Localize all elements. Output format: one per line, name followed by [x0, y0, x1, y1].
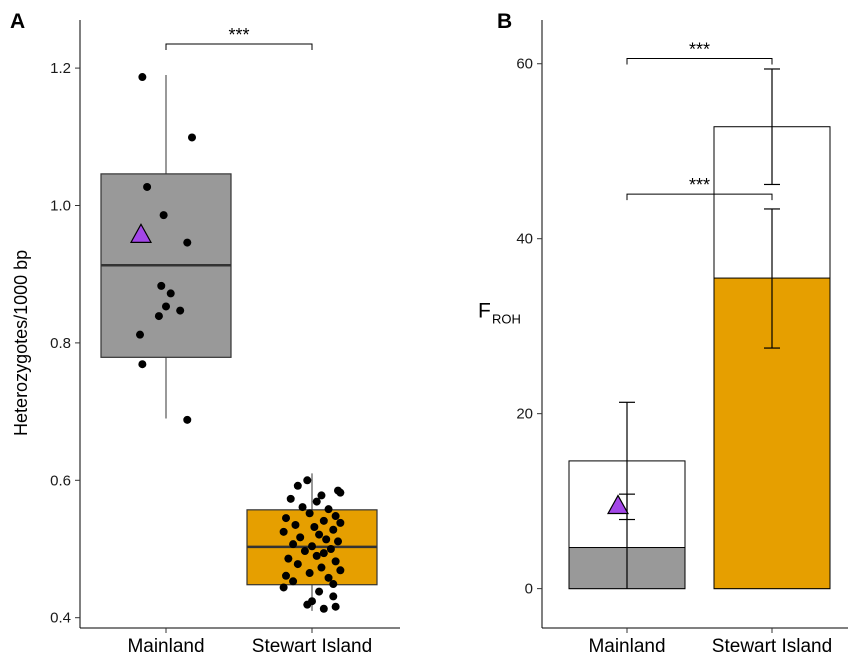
data-point [336, 518, 345, 527]
significance-bracket [165, 43, 313, 51]
data-point [183, 238, 192, 247]
x-tick-label: Stewart Island [252, 636, 372, 657]
data-point [286, 494, 295, 503]
significance-bracket [626, 57, 773, 65]
data-point [279, 583, 288, 592]
y-tick-label: 0.8 [50, 335, 71, 352]
data-point [329, 592, 338, 601]
data-point [324, 505, 333, 514]
panel-a-label: A [10, 10, 25, 33]
data-point [154, 312, 163, 321]
data-point [336, 566, 345, 575]
data-point [303, 476, 312, 485]
data-point [289, 577, 298, 586]
data-point [298, 503, 307, 512]
data-point [331, 602, 340, 611]
data-point [159, 211, 168, 220]
data-point [315, 530, 324, 539]
data-point [289, 540, 298, 549]
x-tick-label: Mainland [127, 636, 204, 657]
data-point [308, 542, 316, 551]
significance-label: *** [228, 25, 249, 45]
mean-triangle-marker [606, 494, 630, 515]
y-tick-label: 1.2 [50, 60, 71, 77]
y-tick-label: 0.4 [50, 610, 71, 627]
data-point [336, 488, 345, 497]
x-tick-label: Mainland [588, 636, 665, 657]
data-point [188, 133, 196, 142]
data-point [334, 537, 342, 546]
data-point [312, 551, 321, 560]
panel-b-label: B [497, 10, 512, 33]
x-tick-label: Stewart Island [712, 636, 832, 657]
data-point [329, 525, 338, 534]
significance-bracket [626, 193, 773, 201]
data-point [138, 73, 147, 82]
data-point [138, 360, 147, 369]
y-axis-label: Heterozygotes/1000 bp [11, 250, 31, 436]
data-point [293, 481, 302, 490]
significance-label: *** [689, 39, 710, 59]
data-point [143, 182, 152, 191]
data-point [183, 415, 192, 424]
data-point [279, 527, 288, 536]
data-point [317, 491, 326, 500]
y-tick-label: 60 [516, 56, 533, 73]
data-point [319, 516, 328, 525]
data-point [312, 497, 321, 506]
y-tick-label: 40 [516, 231, 533, 248]
data-point [322, 535, 331, 544]
data-point [329, 580, 338, 589]
y-axis-label: F [478, 299, 491, 322]
data-point [293, 560, 302, 569]
data-point [162, 302, 170, 311]
data-point [157, 281, 166, 290]
y-axis-label-subscript: ROH [492, 311, 521, 326]
data-point [305, 509, 314, 518]
panel-a-chart: 0.4 0.6 0.8 1.0 1.2 Mainland Stewart Island Het… [11, 20, 400, 657]
data-point [319, 604, 328, 613]
significance-label: *** [689, 175, 710, 195]
data-point [296, 533, 305, 542]
data-point [282, 571, 290, 580]
data-point [319, 549, 328, 558]
y-tick-label: 20 [516, 406, 533, 423]
data-point [331, 557, 340, 566]
data-point [326, 544, 335, 553]
data-point [166, 289, 175, 298]
panel-b-chart: 0 20 40 60 Mainland Stewart Island F ROH *** *** [478, 20, 848, 657]
data-point [300, 547, 309, 556]
data-point [176, 306, 185, 315]
y-tick-label: 0 [525, 581, 533, 598]
data-point [310, 523, 319, 532]
data-point [315, 587, 324, 596]
data-point [324, 573, 333, 582]
mean-triangle-marker [129, 223, 153, 243]
y-tick-label: 1.0 [50, 197, 71, 214]
data-point [303, 600, 312, 609]
data-point [284, 554, 293, 563]
data-point [282, 514, 290, 523]
data-point [331, 512, 340, 521]
data-point [136, 330, 144, 339]
data-point [317, 563, 326, 572]
data-point [305, 569, 314, 578]
y-tick-label: 0.6 [50, 472, 71, 489]
data-point [291, 520, 300, 529]
